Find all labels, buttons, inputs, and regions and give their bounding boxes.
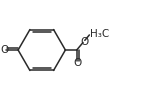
Text: O: O xyxy=(81,37,89,47)
Text: O: O xyxy=(73,58,81,68)
Text: H₃C: H₃C xyxy=(90,29,110,39)
Text: O: O xyxy=(0,45,8,55)
